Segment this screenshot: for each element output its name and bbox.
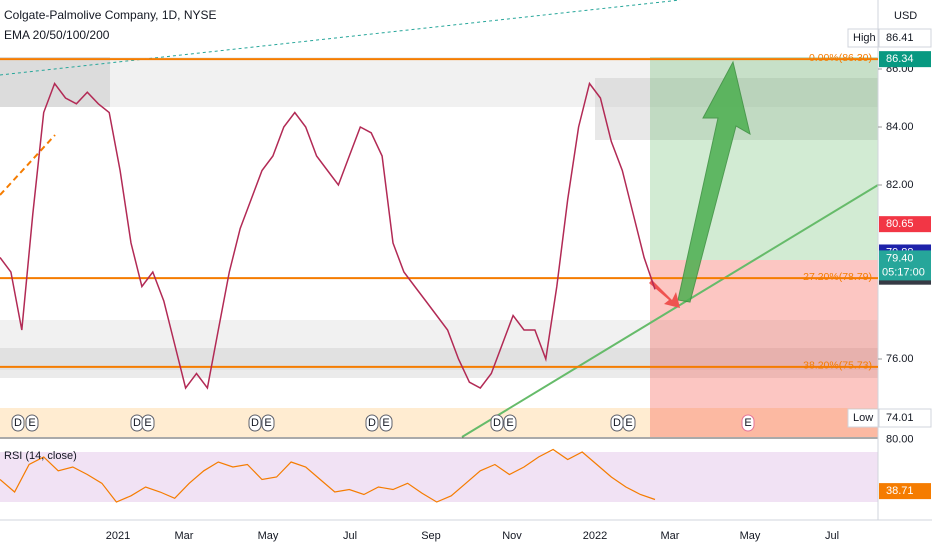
level-label: 38.20%(75.73)	[803, 360, 872, 372]
last-price-badge	[879, 250, 931, 281]
event-label: E	[382, 417, 389, 429]
price-badge	[879, 216, 931, 233]
rsi-band	[0, 452, 878, 502]
level-label: 27.20%(78.79)	[803, 271, 872, 283]
price-badge-label: 80.65	[886, 218, 914, 230]
event-marker	[261, 414, 275, 432]
event-marker	[379, 414, 393, 432]
x-tick-label: May	[740, 530, 761, 542]
level-label: 0.00%(86.30)	[809, 52, 872, 64]
event-label: E	[625, 417, 632, 429]
event-label: D	[251, 417, 259, 429]
trendline	[0, 134, 56, 196]
trendline	[0, 0, 681, 76]
rsi-tick-label: 80.00	[886, 433, 914, 445]
low-label: 74.01	[886, 412, 914, 424]
trendline	[461, 184, 879, 438]
event-label: E	[28, 417, 35, 429]
x-tick-label: May	[258, 530, 279, 542]
y-tick-label: 82.00	[886, 179, 914, 191]
rsi-title: RSI (14, close)	[4, 450, 77, 462]
rsi-badge	[879, 483, 931, 500]
event-label: D	[493, 417, 501, 429]
event-marker	[11, 414, 25, 432]
high-box	[847, 28, 879, 48]
low-box	[847, 408, 879, 428]
event-label: E	[264, 417, 271, 429]
chart-title: Colgate-Palmolive Company, 1D, NYSE	[4, 8, 217, 22]
currency: USD	[894, 10, 917, 22]
y-tick-label: 84.00	[886, 121, 914, 133]
event-label: E	[744, 417, 751, 429]
event-marker	[365, 414, 379, 432]
arrow-down	[649, 280, 680, 308]
event-label: D	[613, 417, 621, 429]
rsi-badge-label: 38.71	[886, 485, 914, 497]
event-marker	[248, 414, 262, 432]
event-label: D	[14, 417, 22, 429]
event-marker	[25, 414, 39, 432]
rsi-line	[0, 448, 656, 503]
x-tick-label: Sep	[421, 530, 441, 542]
overlay	[0, 60, 751, 503]
x-tick-label: 2021	[106, 530, 130, 542]
event-marker	[741, 414, 755, 432]
event-label: D	[133, 417, 141, 429]
last-price-label: 79.40	[886, 252, 914, 264]
y-tick-label: 76.00	[886, 353, 914, 365]
event-label: E	[144, 417, 151, 429]
x-tick-label: 2022	[583, 530, 607, 542]
price-badge-label: 86.34	[886, 53, 914, 65]
x-tick-label: Mar	[175, 530, 194, 542]
price-badge	[879, 51, 931, 68]
high-badge	[878, 28, 932, 48]
profit-zone	[650, 57, 878, 260]
event-marker	[503, 414, 517, 432]
x-tick-label: Jul	[343, 530, 357, 542]
arrow-up	[677, 60, 751, 303]
price-line	[0, 81, 656, 390]
zone	[0, 320, 878, 370]
low-name: Low	[853, 412, 873, 424]
event-marker	[490, 414, 504, 432]
low-badge	[878, 408, 932, 428]
event-label: E	[506, 417, 513, 429]
countdown-label: 05:17:00	[882, 266, 925, 278]
high-label: 86.41	[886, 32, 914, 44]
indicator-label: EMA 20/50/100/200	[4, 28, 110, 42]
event-marker	[141, 414, 155, 432]
x-tick-label: Jul	[825, 530, 839, 542]
x-tick-label: Nov	[502, 530, 522, 542]
high-name: High	[853, 32, 876, 44]
zone	[0, 348, 878, 378]
x-tick-label: Mar	[661, 530, 680, 542]
event-label: D	[368, 417, 376, 429]
event-marker	[622, 414, 636, 432]
